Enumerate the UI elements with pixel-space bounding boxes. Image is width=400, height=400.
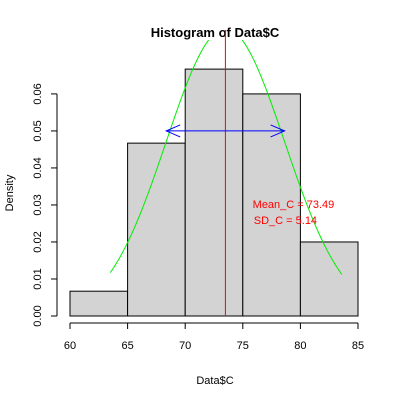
plot-area: Mean_C = 73.49 SD_C = 5.14	[69, 30, 359, 317]
y-axis: 0.00 0.01 0.02 0.03 0.04 0.05 0.06	[32, 83, 58, 327]
y-tick-label-5: 0.05	[32, 120, 44, 141]
y-tick-label-6: 0.06	[32, 83, 44, 104]
x-tick-label-80: 80	[294, 340, 306, 352]
y-tick-label-1: 0.01	[32, 268, 44, 289]
chart-title: Histogram of Data$C	[151, 25, 280, 40]
sd-arrow-head-left	[164, 124, 181, 138]
x-axis-label: Data$C	[196, 375, 233, 387]
sd-arrow-head-right	[270, 124, 286, 138]
y-tick-label-2: 0.02	[32, 231, 44, 252]
x-tick-label-75: 75	[237, 340, 249, 352]
histogram-bar-2	[127, 142, 186, 317]
y-axis-label: Density	[4, 174, 16, 211]
y-tick-label-4: 0.04	[32, 157, 44, 178]
histogram-bar-5	[299, 241, 359, 317]
histogram-bar-3	[184, 68, 244, 317]
annotation-1: Mean_C = 73.49	[253, 199, 335, 211]
x-tick-label-65: 65	[121, 340, 133, 352]
y-tick-label-3: 0.03	[32, 194, 44, 215]
normal-density-curve	[109, 40, 343, 275]
annotation-2: SD_C = 5.14	[254, 215, 317, 227]
y-tick-label-0: 0.00	[32, 305, 44, 326]
histogram-bar-1	[69, 290, 129, 317]
x-tick-label-70: 70	[179, 340, 191, 352]
x-tick-label-85: 85	[352, 340, 364, 352]
x-axis: 60 65 70 75 80 85	[64, 322, 364, 352]
x-tick-label-60: 60	[64, 340, 76, 352]
